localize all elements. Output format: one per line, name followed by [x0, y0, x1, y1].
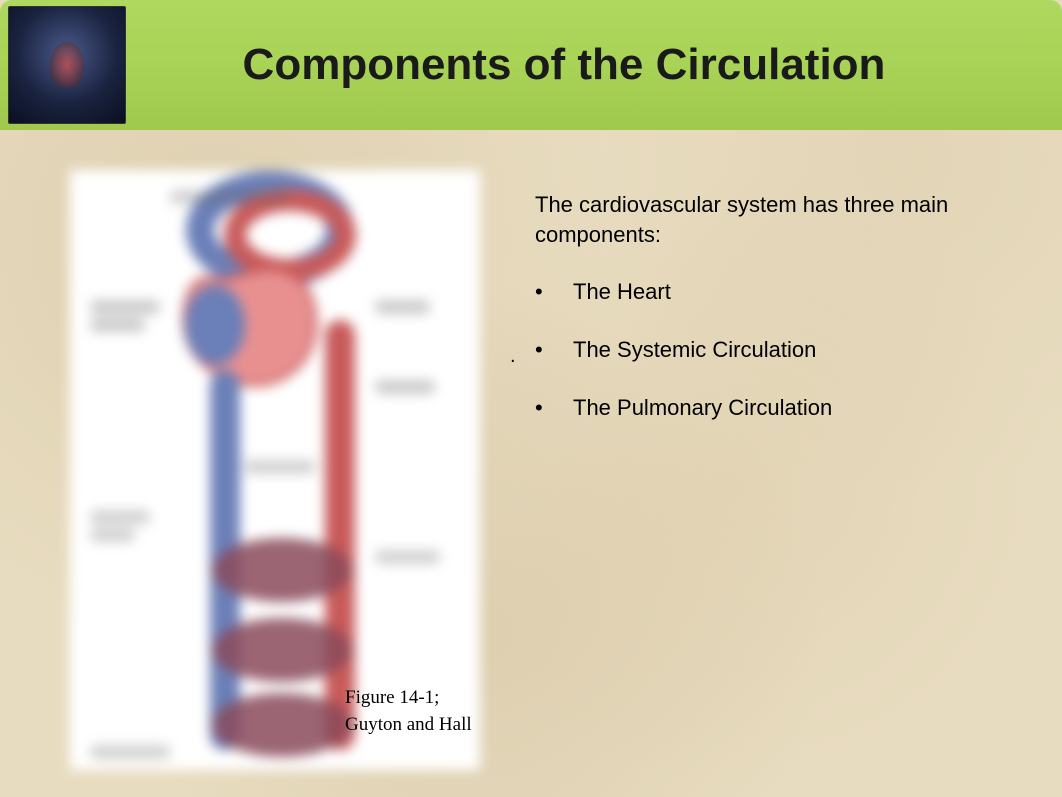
bullet-text: The Systemic Circulation — [573, 335, 816, 365]
slide-content: Figure 14-1; Guyton and Hall . The cardi… — [0, 130, 1062, 770]
bullet-item: • The Systemic Circulation — [535, 335, 1055, 365]
bullet-text: The Heart — [573, 277, 671, 307]
bullet-marker: • — [535, 335, 573, 365]
slide-title: Components of the Circulation — [126, 40, 1062, 90]
intro-text: The cardiovascular system has three main… — [535, 190, 1055, 249]
bullet-marker: • — [535, 277, 573, 307]
bullet-item: • The Pulmonary Circulation — [535, 393, 1055, 423]
bullet-item: • The Heart — [535, 277, 1055, 307]
caption-line-1: Figure 14-1; — [345, 687, 439, 708]
header-thumbnail-icon — [8, 6, 126, 124]
slide-header: Components of the Circulation — [0, 0, 1062, 130]
bullet-text: The Pulmonary Circulation — [573, 393, 832, 423]
stray-dot: . — [510, 345, 516, 368]
figure-caption: Figure 14-1; Guyton and Hall — [345, 685, 472, 738]
text-content: The cardiovascular system has three main… — [535, 190, 1055, 450]
circulation-diagram — [70, 170, 480, 770]
caption-line-2: Guyton and Hall — [345, 714, 472, 735]
bullet-marker: • — [535, 393, 573, 423]
